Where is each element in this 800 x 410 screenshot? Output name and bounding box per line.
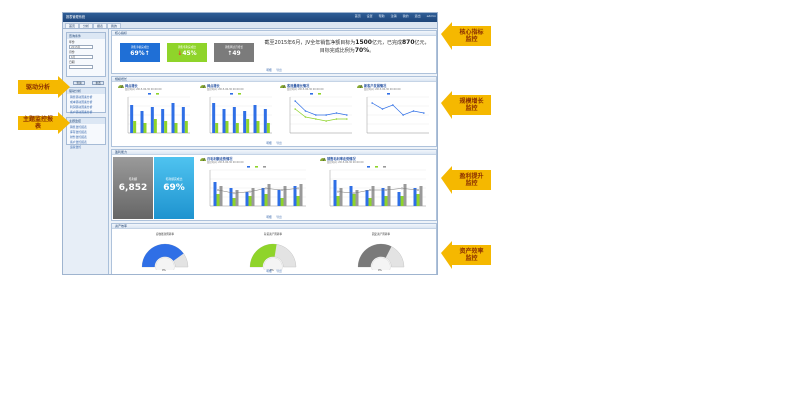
callout-scale: 规模增长 监控: [452, 98, 491, 112]
callout-monitor: 主题监控报表: [18, 116, 58, 130]
callout-driver: 驱动分析: [18, 84, 58, 91]
callout-profit: 盈利提升 监控: [452, 173, 491, 187]
callout-core: 核心指标 监控: [452, 29, 491, 43]
callout-asset: 资产效率 监控: [452, 248, 491, 262]
